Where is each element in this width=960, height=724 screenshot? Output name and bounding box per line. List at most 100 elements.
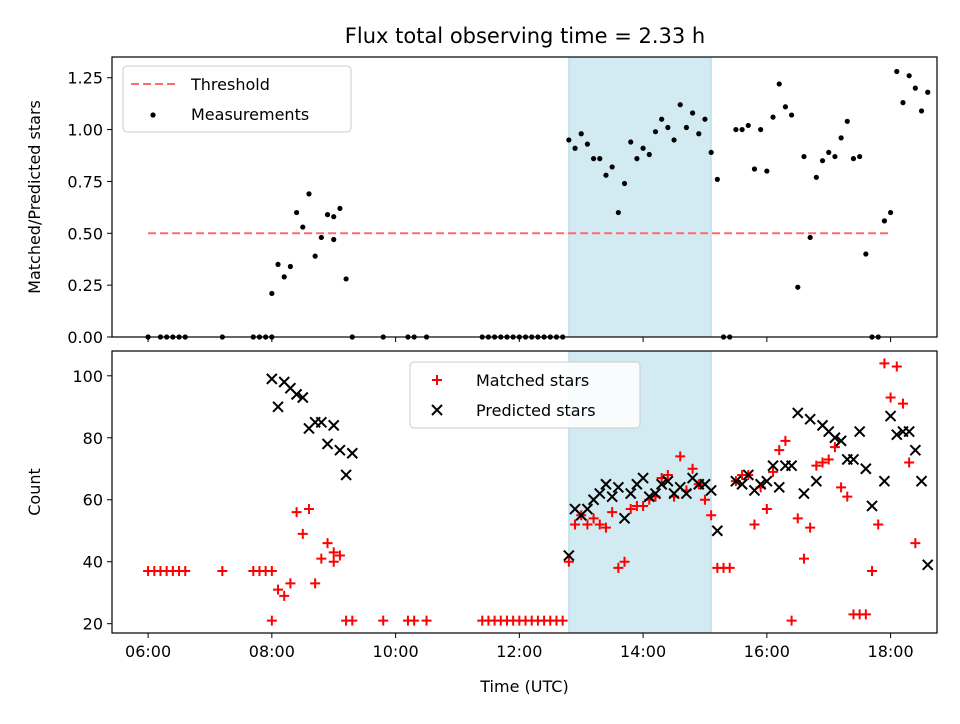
matched-point: [904, 457, 915, 468]
measurement-point: [300, 224, 306, 230]
measurement-point: [609, 164, 615, 170]
predicted-point: [792, 407, 804, 419]
predicted-point: [866, 500, 878, 512]
measurement-point: [566, 137, 572, 143]
predicted-point: [600, 478, 612, 490]
measurement-point: [293, 209, 300, 216]
matched-point: [297, 528, 308, 539]
matched-point: [570, 519, 581, 530]
matched-point: [328, 556, 339, 567]
matched-point: [805, 522, 816, 533]
measurement-point: [795, 284, 801, 290]
measurement-point: [331, 214, 337, 220]
matched-point: [774, 445, 785, 456]
matched-point: [829, 442, 840, 453]
y-tick-label: 1.00: [67, 121, 103, 140]
measurement-point: [776, 81, 782, 87]
measurement-point: [337, 205, 343, 212]
legend-predicted-label: Predicted stars: [476, 401, 596, 420]
y-tick-label: 100: [72, 367, 103, 386]
x-tick-label: 18:00: [868, 642, 914, 661]
predicted-point: [711, 525, 724, 537]
predicted-point: [922, 559, 934, 571]
measurement-point: [312, 253, 318, 259]
matched-point: [180, 566, 191, 577]
matched-point: [266, 566, 277, 577]
measurement-point: [331, 236, 337, 243]
bottom-legend: Matched stars Predicted stars: [409, 361, 641, 429]
predicted-point: [909, 444, 922, 456]
measurement-point: [275, 261, 281, 268]
measurement-point: [912, 85, 918, 91]
matched-point: [600, 522, 611, 533]
measurement-point: [906, 73, 912, 79]
y-tick-label: 80: [83, 429, 103, 448]
matched-point: [303, 504, 314, 515]
predicted-point: [736, 478, 748, 490]
predicted-point: [662, 475, 674, 487]
top-legend-box: [122, 65, 352, 133]
y-tick-label: 0.00: [67, 328, 103, 347]
matched-point: [885, 392, 896, 403]
predicted-point: [272, 401, 284, 413]
measurement-point: [652, 129, 659, 135]
matched-point: [879, 358, 890, 369]
matched-point: [328, 547, 339, 558]
measurement-point: [584, 141, 591, 147]
y-tick-label: 0.50: [67, 224, 103, 243]
predicted-point: [730, 475, 742, 487]
measurement-point: [918, 108, 925, 114]
predicted-point: [581, 503, 594, 515]
matched-point: [619, 556, 630, 567]
measurement-point: [819, 158, 826, 164]
y-axis-label: Matched/Predicted stars: [25, 100, 44, 294]
y-tick-label: 0.25: [67, 276, 103, 295]
matched-point: [557, 615, 568, 626]
predicted-point: [655, 478, 668, 490]
predicted-point: [618, 512, 631, 525]
measurement-point: [702, 116, 708, 122]
measurement-point: [844, 118, 850, 124]
x-tick-label: 08:00: [249, 642, 295, 661]
measurement-point: [733, 126, 739, 133]
legend-threshold-label: Threshold: [190, 75, 270, 94]
bottom-panel: 20 40 60 80 100 06:00 08:00 10:00 12:00 14:00 16:0…: [25, 350, 938, 696]
matched-point: [279, 590, 290, 601]
matched-point: [625, 504, 636, 515]
matched-point: [687, 463, 698, 474]
matched-point: [768, 466, 779, 477]
predicted-point: [773, 481, 785, 494]
measurement-point: [665, 124, 671, 131]
matched-point: [316, 553, 327, 564]
predicted-point: [878, 475, 891, 487]
predicted-point: [860, 463, 872, 475]
measurement-point: [615, 209, 621, 216]
matched-point: [613, 562, 624, 573]
bottom-legend-box: [409, 361, 641, 429]
measurement-point: [696, 131, 702, 137]
predicted-point: [340, 469, 352, 481]
x-tick-label: 10:00: [373, 642, 419, 661]
matched-point: [873, 519, 884, 530]
legend-predicted-swatch: [431, 404, 443, 416]
matched-point: [638, 500, 649, 511]
predicted-point: [891, 428, 903, 441]
predicted-point: [804, 413, 816, 425]
y-axis-label: Count: [25, 468, 44, 516]
matched-point: [706, 510, 717, 521]
measurement-point: [590, 156, 597, 162]
matched-point: [594, 519, 605, 530]
x-tick-label: 16:00: [744, 642, 790, 661]
chart-title: Flux total observing time = 2.33 h: [345, 24, 705, 48]
measurement-point: [269, 290, 275, 297]
matched-point: [867, 566, 878, 577]
matched-point: [836, 482, 847, 493]
matched-point: [285, 578, 296, 589]
matched-point: [582, 519, 593, 530]
measurement-point: [281, 274, 287, 280]
predicted-point: [649, 487, 662, 500]
matched-point: [347, 615, 358, 626]
matched-point: [891, 361, 902, 372]
matched-point: [792, 513, 803, 524]
